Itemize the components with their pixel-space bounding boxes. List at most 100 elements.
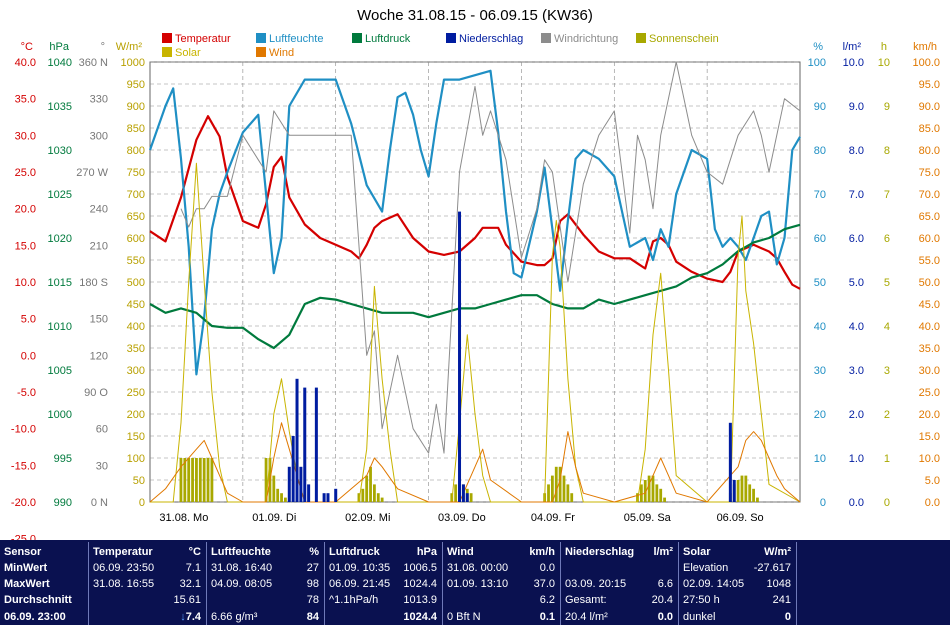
solar-axis-tick: 800 (127, 145, 145, 157)
legend-swatch (162, 47, 172, 57)
sunshine-bar (547, 484, 550, 502)
hum-max-value: 98 (306, 578, 319, 590)
press-header: Luftdruck (329, 546, 380, 558)
sunshine-bar (195, 458, 198, 502)
current-time: 06.09. 23:00 (4, 611, 66, 623)
rain-bar (322, 493, 326, 502)
rain-bar (465, 493, 469, 502)
sunshine-bar (663, 497, 666, 502)
legend-label: Wind (269, 47, 294, 59)
solar-axis-tick: 700 (127, 189, 145, 201)
sun-axis-tick: 5 (884, 277, 890, 289)
sunshine-bar (206, 458, 210, 502)
solar-axis-tick: 250 (127, 387, 145, 399)
weather-chart: Woche 31.08.15 - 06.09.15 (KW36) 31.08. M… (11, 7, 940, 540)
solar-axis-tick: 200 (127, 409, 145, 421)
temp-min-time: 06.09. 23:50 (93, 562, 155, 574)
dir-axis-tick: 150 (90, 314, 108, 326)
press-axis-tick: 1025 (48, 189, 72, 201)
wind-axis-tick: 100.0 (912, 57, 940, 69)
stats-panel: Sensor MinWert MaxWert Durchschnitt 06.0… (0, 540, 950, 625)
legend-swatch (446, 33, 456, 43)
press-unit: hPa (416, 546, 437, 558)
temp-axis-tick: -15.0 (11, 460, 36, 472)
stats-col-sensor: Sensor MinWert MaxWert Durchschnitt 06.0… (0, 542, 86, 625)
solar-avg-value: 241 (772, 594, 791, 606)
rain-bar (299, 466, 303, 502)
solar-elev-value: -27.617 (753, 562, 791, 574)
dir-axis-tick: 300 (90, 130, 108, 142)
solar-axis-tick: 900 (127, 101, 145, 113)
wind-axis-tick: 15.0 (919, 431, 940, 443)
press-trend: ^1.1hPa/h (329, 594, 379, 606)
wind-axis-tick: 95.0 (919, 79, 940, 91)
hum-axis-unit: % (813, 41, 823, 53)
stats-col-humidity: Luftfeuchte% 31.08. 16:40 27 04.09. 08:05… (206, 542, 323, 625)
stats-col-temp: Temperatur °C 06.09. 23:50 7.1 31.08. 16:5… (88, 542, 205, 625)
rain-axis-tick: 3.0 (849, 365, 864, 377)
sun-axis-tick: 1 (884, 453, 890, 465)
series-windrichtung-line (180, 61, 801, 454)
temp-axis-tick: -5.0 (17, 387, 36, 399)
sunshine-bar (284, 497, 287, 502)
rain-axis-tick: 1.0 (849, 453, 864, 465)
press-avg-value: 1013.9 (403, 594, 437, 606)
wind-axis-tick: 75.0 (919, 167, 940, 179)
solar-max-value: 1048 (766, 578, 791, 590)
solar-axis-tick: 500 (127, 277, 145, 289)
temp-avg-value: 15.61 (173, 594, 201, 606)
rain-bar (314, 387, 318, 502)
x-tick-label: 04.09. Fr (531, 512, 575, 524)
chart-title: Woche 31.08.15 - 06.09.15 (KW36) (357, 7, 593, 24)
wind-axis-tick: 60.0 (919, 233, 940, 245)
max-label: MaxWert (4, 578, 50, 590)
wind-axis-unit: km/h (913, 41, 937, 53)
sunshine-bar (183, 458, 187, 502)
press-axis-tick: 1015 (48, 277, 72, 289)
legend-label: Solar (175, 47, 201, 59)
rain-bar (461, 484, 465, 502)
press-max-time: 06.09. 21:45 (329, 578, 391, 590)
dir-axis-tick: 360 N (79, 57, 108, 69)
rain-bar (303, 387, 307, 502)
temp-axis-tick: 5.0 (21, 314, 36, 326)
series-luftfeuchte-line (148, 69, 801, 376)
rain-bar (326, 493, 330, 502)
wind-axis-tick: 25.0 (919, 387, 940, 399)
rain-bar (307, 484, 311, 502)
hum-current-value: 84 (306, 611, 319, 623)
sunshine-bar (643, 480, 647, 502)
temp-axis-tick: 30.0 (15, 130, 36, 142)
wind-unit: km/h (529, 546, 555, 558)
sun-axis-unit: h (881, 41, 887, 53)
hum-axis-tick: 20 (814, 409, 826, 421)
sunshine-bar (454, 484, 458, 502)
down-arrow-icon: ↓ (180, 611, 186, 623)
sunshine-bar (655, 484, 659, 502)
solar-axis-tick: 400 (127, 321, 145, 333)
rain-bar (458, 211, 462, 502)
x-tick-label: 06.09. So (717, 512, 764, 524)
series-luftdruck-line (149, 223, 801, 350)
sunshine-bar (566, 484, 570, 502)
sun-axis-tick: 9 (884, 101, 890, 113)
sun-axis-tick: 4 (884, 321, 890, 333)
press-axis-tick: 995 (54, 453, 72, 465)
dir-axis-tick: 120 (90, 350, 108, 362)
wind-axis-tick: 30.0 (919, 365, 940, 377)
wind-axis-tick: 50.0 (919, 277, 940, 289)
sunshine-bar (740, 475, 744, 502)
wind-avg-value: 6.2 (539, 594, 555, 606)
solar-header: Solar (683, 546, 711, 558)
dir-axis-tick: 330 (90, 94, 108, 106)
hum-axis-tick: 90 (814, 101, 826, 113)
legend-label: Temperatur (175, 33, 231, 45)
x-tick-label: 31.08. Mo (159, 512, 208, 524)
wind-axis-tick: 40.0 (919, 321, 940, 333)
sun-axis-tick: 0 (884, 497, 890, 509)
sunshine-bar (276, 488, 280, 502)
sunshine-bar (554, 466, 558, 502)
sunshine-bar (357, 493, 361, 502)
wind-current-value: 0.1 (539, 611, 555, 623)
hum-min-value: 27 (306, 562, 319, 574)
